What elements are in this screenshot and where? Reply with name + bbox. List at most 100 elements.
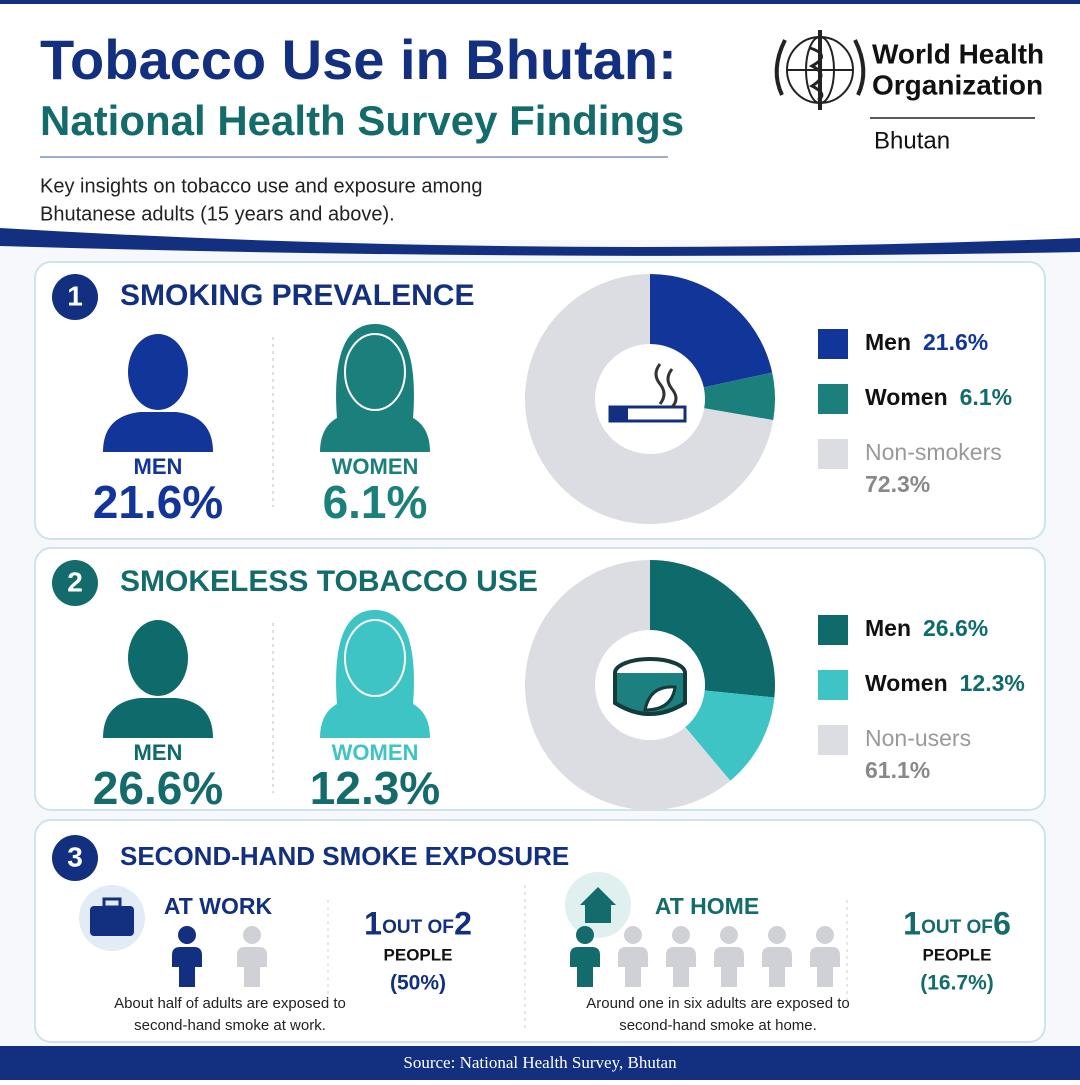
org-name: World Health bbox=[872, 38, 1044, 69]
person-small-body bbox=[237, 947, 267, 987]
person-small-head bbox=[816, 926, 834, 944]
people-label: WOMEN bbox=[332, 740, 419, 765]
person-small-body bbox=[172, 947, 202, 987]
place-label: AT WORK bbox=[164, 893, 273, 919]
person-head bbox=[128, 334, 188, 410]
ratio-text: OUT OF bbox=[921, 917, 993, 938]
section-number-badge bbox=[52, 274, 98, 320]
person-body bbox=[320, 698, 430, 738]
header-band bbox=[0, 228, 1080, 256]
ratio-people: PEOPLE bbox=[384, 945, 453, 964]
person-small-head bbox=[576, 926, 594, 944]
ratio-percent: (16.7%) bbox=[920, 972, 994, 995]
note: Around one in six adults are exposed to bbox=[586, 995, 850, 1012]
leaf-icon bbox=[643, 685, 677, 712]
footer-bar bbox=[0, 1046, 1080, 1080]
header-bg bbox=[0, 0, 1080, 240]
donut-segment bbox=[650, 560, 776, 698]
intro: Key insights on tobacco use and exposure… bbox=[40, 175, 483, 197]
person-small-body bbox=[810, 947, 840, 987]
place-label: AT HOME bbox=[655, 893, 759, 919]
legend-label: Non-users bbox=[865, 725, 971, 751]
people-value: 26.6% bbox=[93, 762, 223, 814]
legend-label: Women bbox=[865, 384, 948, 410]
note: second-hand smoke at work. bbox=[134, 1017, 326, 1034]
subtitle: National Health Survey Findings bbox=[40, 97, 684, 144]
person-small-body bbox=[666, 947, 696, 987]
person-small-head bbox=[768, 926, 786, 944]
legend-label: Men bbox=[865, 615, 911, 641]
legend-label: Women bbox=[865, 670, 948, 696]
section-title: SMOKELESS TOBACCO USE bbox=[120, 565, 538, 598]
legend-value: 26.6% bbox=[923, 615, 988, 641]
people-label: WOMEN bbox=[332, 454, 419, 479]
person-body bbox=[320, 412, 430, 452]
section-number: 3 bbox=[67, 841, 83, 872]
legend-swatch bbox=[818, 329, 848, 359]
person-head bbox=[128, 620, 188, 696]
person-small-body bbox=[762, 947, 792, 987]
legend-swatch bbox=[818, 384, 848, 414]
section-title: SECOND-HAND SMOKE EXPOSURE bbox=[120, 841, 569, 871]
legend-swatch bbox=[818, 725, 848, 755]
legend-value: 61.1% bbox=[865, 757, 930, 783]
title: Tobacco Use in Bhutan: bbox=[40, 28, 677, 91]
people-value: 12.3% bbox=[310, 762, 440, 814]
person-small-head bbox=[672, 926, 690, 944]
ratio-count: 1 bbox=[903, 905, 921, 941]
legend-value: 12.3% bbox=[960, 670, 1025, 696]
person-body bbox=[103, 412, 213, 452]
ratio-count: 1 bbox=[364, 905, 382, 941]
section-number-badge bbox=[52, 560, 98, 606]
person-small-body bbox=[714, 947, 744, 987]
person-small-head bbox=[178, 926, 196, 944]
person-small-head bbox=[243, 926, 261, 944]
people-value: 21.6% bbox=[93, 476, 223, 528]
briefcase-handle bbox=[102, 897, 122, 909]
legend-value: 72.3% bbox=[865, 471, 930, 497]
person-small-head bbox=[720, 926, 738, 944]
ratio-people: PEOPLE bbox=[923, 945, 992, 964]
ratio-of: 2 bbox=[454, 905, 472, 941]
source: Source: National Health Survey, Bhutan bbox=[403, 1053, 677, 1072]
smoke-icon bbox=[654, 363, 678, 409]
donut-segment bbox=[703, 372, 776, 421]
panel bbox=[34, 819, 1046, 1043]
section-number-badge bbox=[52, 835, 98, 881]
person-small-body bbox=[618, 947, 648, 987]
top-border bbox=[0, 0, 1080, 4]
note: About half of adults are exposed to bbox=[114, 995, 346, 1012]
people-value: 6.1% bbox=[323, 476, 428, 528]
person-head bbox=[344, 619, 406, 697]
cigarette-icon bbox=[610, 407, 628, 421]
section-number: 2 bbox=[67, 566, 83, 597]
section-number: 1 bbox=[67, 280, 83, 311]
ratio-percent: (50%) bbox=[390, 972, 446, 995]
country: Bhutan bbox=[874, 127, 950, 154]
ratio-text: OUT OF bbox=[382, 917, 454, 938]
note: second-hand smoke at home. bbox=[619, 1017, 817, 1034]
legend-value: 6.1% bbox=[960, 384, 1012, 410]
people-label: MEN bbox=[134, 454, 183, 479]
who-logo bbox=[774, 30, 866, 110]
person-small-head bbox=[624, 926, 642, 944]
briefcase-icon bbox=[90, 906, 134, 936]
person-body bbox=[103, 698, 213, 738]
donut-segment bbox=[650, 274, 773, 388]
people-label: MEN bbox=[134, 740, 183, 765]
donut-segment bbox=[525, 560, 731, 810]
legend-label: Non-smokers bbox=[865, 439, 1002, 465]
donut-segment bbox=[685, 690, 775, 781]
person-small-body bbox=[570, 947, 600, 987]
legend-swatch bbox=[818, 439, 848, 469]
legend-label: Men bbox=[865, 329, 911, 355]
org-name: Organization bbox=[872, 69, 1043, 100]
ratio-of: 6 bbox=[993, 905, 1011, 941]
legend-value: 21.6% bbox=[923, 329, 988, 355]
person-head bbox=[344, 333, 406, 411]
donut-segment bbox=[525, 274, 774, 524]
legend-swatch bbox=[818, 615, 848, 645]
house-icon bbox=[580, 887, 616, 923]
intro: Bhutanese adults (15 years and above). bbox=[40, 203, 395, 225]
